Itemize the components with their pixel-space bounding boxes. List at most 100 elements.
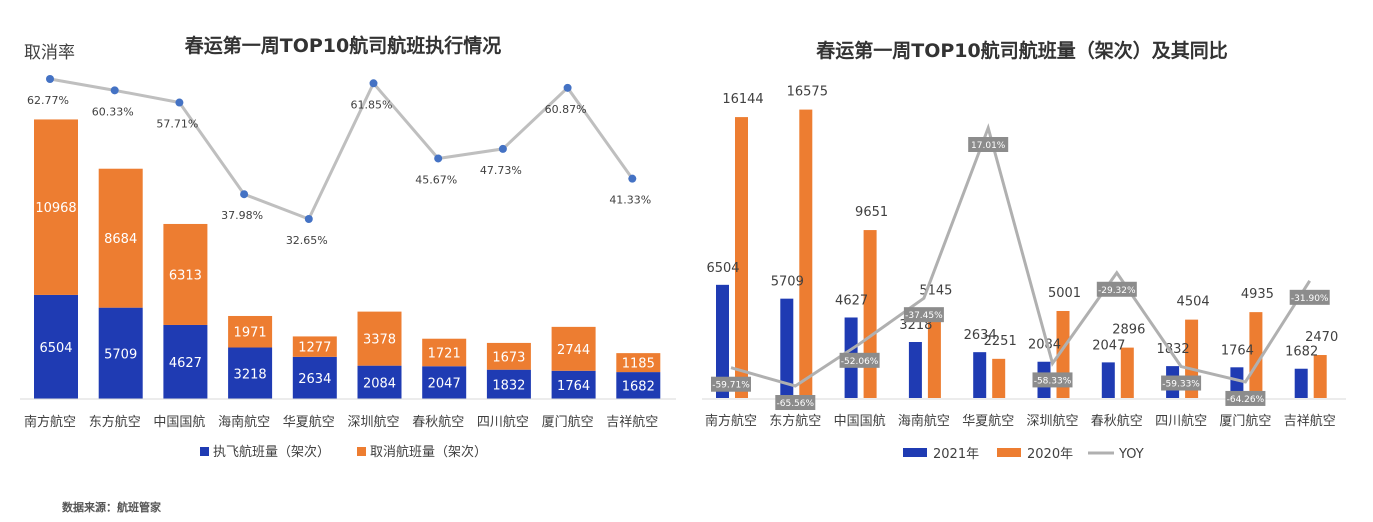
x-tick-label: 中国国航 [153,414,205,430]
bar-2020 [992,358,1006,398]
right-legend: 2021年 2020年 YOY [903,447,1144,462]
yoy-label: 17.01% [971,141,1006,151]
cancel-rate-label: 37.98% [221,209,263,222]
cancelled-value-label: 1721 [428,346,461,361]
value-label-2020: 4935 [1241,287,1274,302]
bar-cancelled [616,353,661,373]
executed-value-label: 2047 [428,377,461,392]
bar-cancelled [551,326,596,371]
cancel-rate-label: 45.67% [415,173,457,186]
bar-executed [163,324,208,399]
bar-cancelled [357,311,402,366]
x-tick-label: 南方航空 [24,414,76,430]
cancel-rate-label: 57.71% [156,118,198,131]
x-tick-label: 中国国航 [834,413,886,429]
value-label-2021: 4627 [835,293,868,308]
bar-executed [228,347,273,399]
right-chart: 春运第一周TOP10航司航班量（架次）及其同比 6504 16144 5709 165… [702,39,1346,462]
bar-cancelled [422,338,467,367]
cancel-rate-label: 32.65% [286,234,328,247]
bar-2021 [1294,368,1308,398]
value-label-2021: 2084 [1028,338,1061,353]
value-label-2020: 9651 [855,205,888,220]
bar-2020 [1120,347,1134,398]
right-chart-title: 春运第一周TOP10航司航班量（架次）及其同比 [816,39,1227,62]
executed-value-label: 1682 [622,380,655,395]
yoy-label-box [903,307,944,323]
cancelled-value-label: 2744 [557,343,590,358]
value-label-2021: 5709 [771,275,804,290]
x-tick-label: 四川航空 [477,414,529,430]
cancelled-value-label: 1277 [298,341,331,356]
x-tick-label: 厦门航空 [1219,413,1271,429]
cancel-rate-label: 61.85% [351,98,393,111]
x-tick-label: 春秋航空 [412,414,464,430]
bar-2021 [716,284,729,398]
bar-executed [98,307,143,399]
yoy-label: -65.56% [777,399,815,409]
yoy-label: -31.90% [1291,294,1329,304]
source-note: 数据来源：航班管家 [62,500,162,514]
yoy-label-box [1289,289,1330,305]
bar-executed [357,365,402,399]
bar-2020 [799,109,813,398]
bar-2021 [1230,367,1244,398]
x-tick-label: 春秋航空 [1091,413,1143,429]
value-label-2020: 2251 [984,334,1017,349]
value-label-2021: 1682 [1285,345,1318,360]
cancel-rate-point [46,75,54,83]
bar-cancelled [34,119,78,295]
cancelled-value-label: 10968 [35,201,76,216]
bar-cancelled [486,342,531,370]
bar-2020 [863,230,877,398]
cancel-rate-point [240,190,249,199]
yoy-label: -59.33% [1162,380,1200,390]
x-tick-label: 四川航空 [1155,413,1207,429]
cancelled-value-label: 6313 [169,268,202,283]
bar-2021 [1101,362,1115,398]
bar-cancelled [292,336,337,357]
yoy-label-box [1096,281,1137,297]
bar-2020 [1313,355,1327,398]
x-tick-label: 东方航空 [89,414,141,430]
cancel-rate-label: 62.77% [27,94,69,107]
cancel-rate-point [628,174,637,183]
executed-value-label: 5709 [104,347,137,362]
cancel-rate-point [369,79,378,88]
x-tick-label: 厦门航空 [542,414,594,430]
bar-2020 [735,117,748,399]
executed-value-label: 4627 [169,356,202,371]
bar-2020 [927,308,941,398]
executed-value-label: 3218 [234,367,267,382]
yoy-label-box [1225,390,1266,406]
cancel-rate-point [563,83,572,92]
yoy-label-box [711,376,751,392]
cancelled-value-label: 1185 [622,357,655,372]
executed-value-label: 1764 [557,379,590,394]
yoy-label-box [1032,372,1073,388]
legend-2021-label: 2021年 [933,447,979,462]
x-tick-label: 南方航空 [705,413,757,429]
value-label-2020: 4504 [1177,295,1210,310]
x-tick-label: 海南航空 [218,414,270,430]
cancelled-value-label: 1971 [234,326,267,341]
cancel-rate-label: 60.33% [92,105,134,118]
cancelled-value-label: 8684 [104,232,137,247]
bar-2021 [780,298,794,398]
yoy-label: -64.26% [1227,395,1265,405]
cancelled-value-label: 3378 [363,333,396,348]
value-label-2021: 1832 [1157,342,1190,357]
yoy-label: -37.45% [905,311,943,321]
bar-2021 [908,342,922,398]
yoy-label: -58.33% [1034,376,1072,386]
value-label-2021: 2634 [964,328,997,343]
yoy-label-box [1161,375,1202,391]
x-tick-label: 吉祥航空 [1284,413,1336,429]
left-legend: 执飞航班量（架次） 取消航班量（架次） [200,444,487,460]
yoy-label: -52.06% [841,357,879,367]
value-label-2021: 1764 [1221,343,1254,358]
value-label-2020: 2470 [1305,330,1338,345]
yoy-label-box [775,395,816,410]
executed-value-label: 2634 [298,372,331,387]
